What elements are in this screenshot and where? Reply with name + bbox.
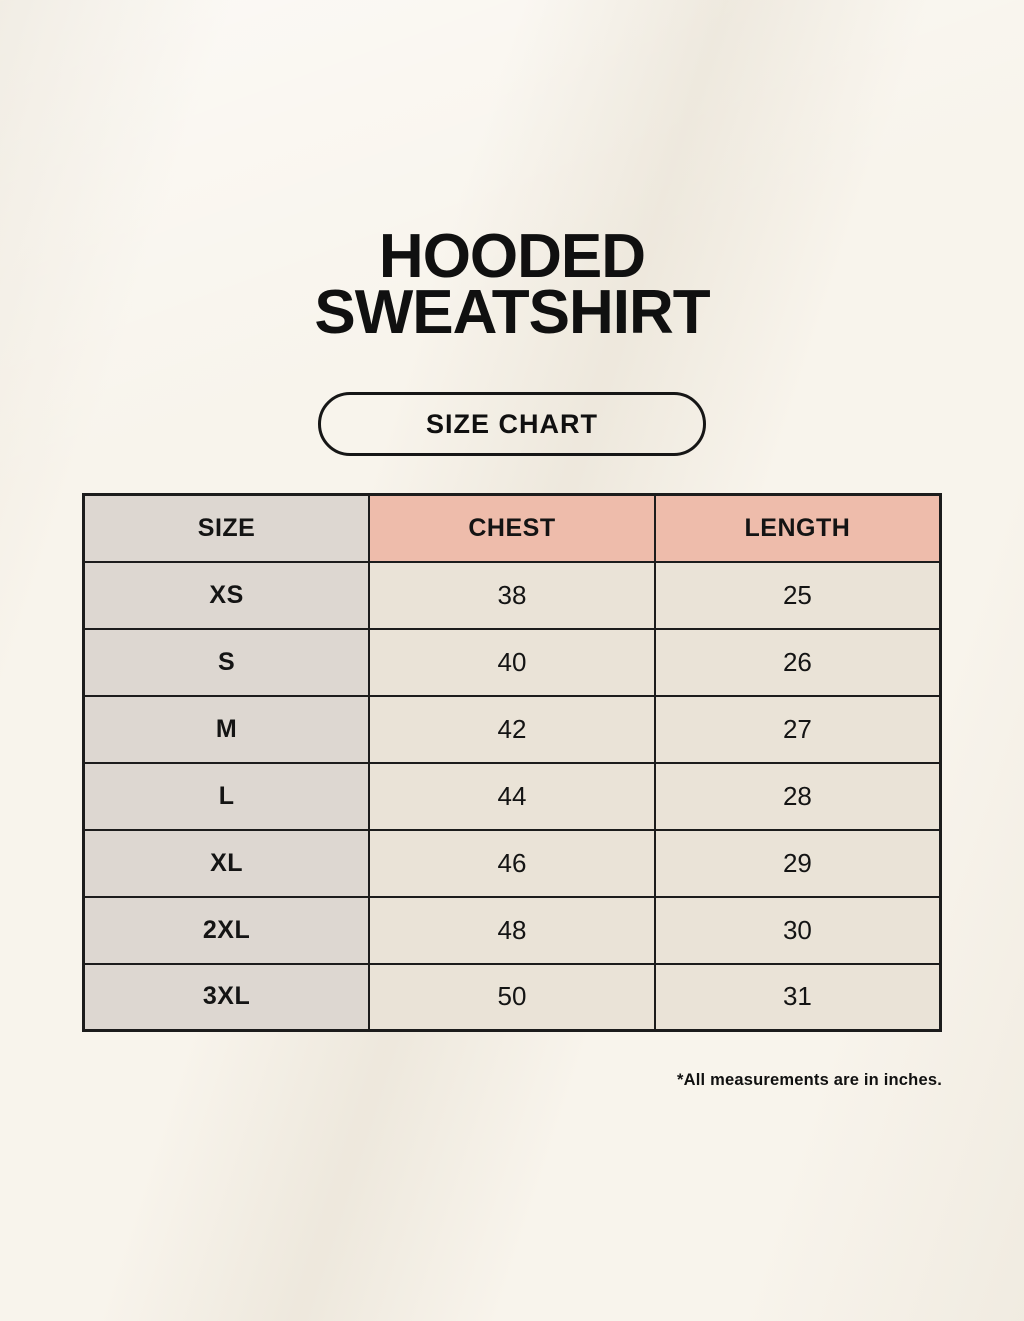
table-row: M 42 27 [82, 694, 942, 764]
table-row: XL 46 29 [82, 828, 942, 898]
table-row: S 40 26 [82, 627, 942, 697]
length-cell: 26 [653, 627, 942, 697]
chest-cell: 44 [368, 761, 656, 831]
header-row: SIZE CHEST LENGTH [82, 493, 942, 563]
page-title-line1: HOODED [378, 222, 646, 291]
chest-cell: 42 [368, 694, 656, 764]
page-title-line2: SWEATSHIRT [314, 278, 710, 347]
size-table: SIZE CHEST LENGTH XS 38 25 S 40 26 M 42 … [82, 493, 942, 1032]
size-cell: 2XL [82, 895, 371, 965]
measurement-footnote: *All measurements are in inches. [676, 1071, 942, 1089]
size-table-body: XS 38 25 S 40 26 M 42 27 L 44 28 XL 46 2… [82, 560, 942, 1032]
size-table-header: SIZE CHEST LENGTH [82, 493, 942, 563]
size-cell: XL [82, 828, 371, 898]
size-cell: XS [82, 560, 371, 630]
size-cell: 3XL [82, 962, 371, 1032]
header-length: LENGTH [653, 493, 942, 563]
length-cell: 25 [653, 560, 942, 630]
length-cell: 28 [653, 761, 942, 831]
size-cell: S [82, 627, 371, 697]
chest-cell: 38 [368, 560, 656, 630]
size-cell: L [82, 761, 371, 831]
chest-cell: 46 [368, 828, 656, 898]
table-row: XS 38 25 [82, 560, 942, 630]
length-cell: 30 [653, 895, 942, 965]
table-row: L 44 28 [82, 761, 942, 831]
length-cell: 27 [653, 694, 942, 764]
table-row: 2XL 48 30 [82, 895, 942, 965]
header-chest: CHEST [368, 493, 656, 563]
page-title: HOODED SWEATSHIRT [0, 226, 1024, 344]
length-cell: 31 [653, 962, 942, 1032]
chest-cell: 40 [368, 627, 656, 697]
chest-cell: 48 [368, 895, 656, 965]
size-chart-button[interactable]: SIZE CHART [318, 392, 706, 456]
size-chart-button-label: SIZE CHART [426, 408, 598, 439]
chest-cell: 50 [368, 962, 656, 1032]
table-row: 3XL 50 31 [82, 962, 942, 1032]
size-cell: M [82, 694, 371, 764]
header-size: SIZE [82, 493, 371, 563]
length-cell: 29 [653, 828, 942, 898]
